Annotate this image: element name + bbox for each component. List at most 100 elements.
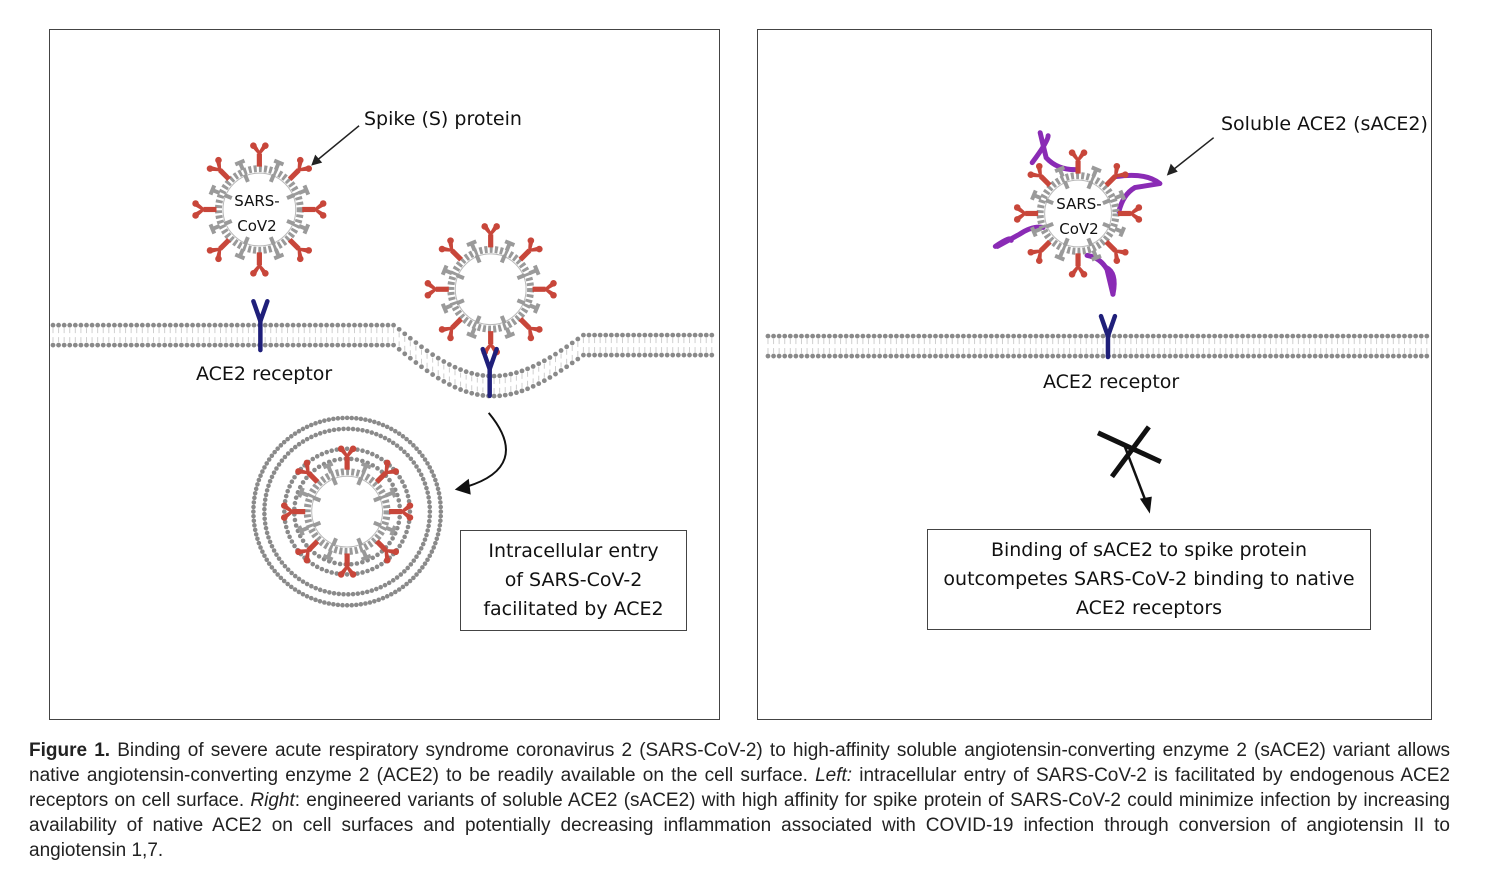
- vesicle-lipid: [331, 591, 337, 596]
- vesicle-lipid: [285, 567, 291, 572]
- left-panel: Spike (S) protein SARS- CoV2 ACE2 recept…: [49, 29, 720, 720]
- vesicle-lipid: [355, 591, 361, 596]
- vesicle-lipid: [266, 457, 272, 462]
- membrane-protein-inner: [1045, 221, 1054, 229]
- membrane-protein-cap: [360, 461, 372, 470]
- membrane-protein-inner: [373, 495, 382, 503]
- vesicle-lipid: [354, 561, 360, 566]
- ace2-receptor: [251, 298, 270, 353]
- spike-protein: [206, 237, 231, 263]
- vesicle-lipid: [358, 602, 364, 607]
- spike-protein: [1068, 149, 1088, 174]
- virus-label-line2: CoV2: [237, 217, 277, 235]
- vesicle-lipid: [407, 439, 413, 445]
- vesicle-lipid: [390, 578, 396, 583]
- vesicle-lipid: [370, 463, 376, 468]
- membrane-protein-cap: [273, 252, 285, 261]
- vesicle-lipid: [388, 426, 394, 432]
- vesicle-lipid: [300, 579, 306, 584]
- vesicle-lipid: [285, 529, 290, 535]
- vesicle-lipid: [288, 584, 294, 590]
- membrane-protein-cap: [532, 264, 541, 276]
- vesicle-lipid: [387, 477, 392, 483]
- vesicle-lipid: [420, 453, 425, 459]
- vesicle-lipid: [282, 509, 287, 514]
- vesicle-lipid: [429, 469, 435, 474]
- vesicle-lipid: [414, 464, 419, 469]
- membrane-protein-inner: [356, 537, 364, 547]
- vesicle-lipid: [282, 563, 288, 569]
- membrane-protein-cap: [1054, 253, 1066, 262]
- vesicle-lipid: [326, 601, 332, 606]
- vesicle-lipid: [380, 595, 386, 601]
- vesicle-lipid: [386, 580, 392, 586]
- membrane-protein-inner: [223, 193, 233, 200]
- vesicle-lipid: [255, 536, 260, 542]
- vesicle-lipid: [374, 564, 380, 570]
- vesicle-lipid: [317, 587, 323, 593]
- vesicle-lipid: [310, 561, 316, 567]
- vesicle-lipid: [411, 460, 417, 465]
- vesicle-lipid: [405, 565, 410, 571]
- internalized-virus: [281, 445, 414, 578]
- vesicle-lipid: [349, 415, 355, 421]
- vesicle-lipid: [276, 462, 282, 467]
- vesicle-lipid: [344, 446, 350, 452]
- vesicle-lipid: [304, 543, 309, 548]
- entry-info-box: Intracellular entry of SARS-CoV-2 facili…: [460, 530, 687, 631]
- vesicle-lipid: [384, 594, 390, 599]
- spike-protein: [374, 539, 400, 564]
- vesicle-lipid: [376, 597, 381, 603]
- vesicle-lipid: [314, 564, 320, 570]
- vesicle-lipid: [376, 421, 381, 426]
- vesicle-lipid: [269, 543, 275, 549]
- vesicle-lipid: [292, 444, 298, 450]
- membrane-protein-cap: [1090, 165, 1102, 174]
- binding-box-line2: outcompetes SARS-CoV-2 binding to native: [943, 568, 1355, 590]
- vesicle-lipid: [433, 540, 438, 546]
- membrane-protein-cap: [302, 223, 311, 235]
- soluble-ace2-label: Soluble ACE2 (sACE2): [1221, 113, 1428, 135]
- left-illustration: [50, 125, 715, 608]
- vesicle-lipid: [427, 553, 433, 559]
- vesicle-lipid: [264, 488, 270, 493]
- spike-protein: [388, 502, 414, 521]
- vesicle-lipid: [402, 484, 407, 489]
- endocytic-vesicle: [251, 415, 444, 608]
- vesicle-lipid: [417, 449, 422, 455]
- viral-envelope: [303, 468, 391, 555]
- spike-protein: [438, 237, 463, 262]
- vesicle-lipid: [310, 456, 316, 462]
- vesicle-lipid: [398, 572, 404, 577]
- soluble-ace2-arm: [1116, 181, 1163, 214]
- blocked-arrowhead: [1139, 496, 1152, 514]
- vesicle-lipid: [312, 467, 317, 473]
- viral-envelope-inner: [311, 475, 384, 548]
- vesicle-lipid: [400, 434, 406, 439]
- vesicle-lipid: [264, 530, 270, 536]
- membrane-protein-cap: [360, 553, 372, 562]
- virus-label-line2: CoV2: [1059, 220, 1099, 238]
- vesicle-lipid: [438, 509, 444, 514]
- membrane-protein-inner: [1086, 237, 1094, 247]
- vesicle-lipid: [360, 590, 365, 596]
- vesicle-lipid: [414, 554, 419, 559]
- membrane-protein-inner: [1102, 198, 1112, 206]
- spike-protein: [1027, 162, 1052, 188]
- vesicle-lipid: [427, 514, 433, 519]
- vesicle-lipid: [384, 424, 390, 430]
- vesicle-lipid: [374, 454, 380, 459]
- vesicle-lipid: [387, 540, 392, 546]
- vesicle-lipid: [425, 557, 430, 563]
- membrane-protein-cap: [302, 184, 311, 196]
- vesicle-lipid: [422, 561, 428, 566]
- vesicle-lipid: [300, 538, 306, 544]
- vesicle-lipid: [405, 452, 410, 458]
- viral-envelope-inner: [222, 172, 297, 247]
- viral-envelope-inner: [454, 253, 527, 326]
- membrane-protein-inner: [455, 298, 465, 306]
- vesicle-lipid: [382, 582, 388, 588]
- vesicle-lipid: [285, 581, 290, 587]
- membrane-protein-cap: [208, 184, 217, 196]
- vesicle-lipid: [408, 562, 414, 567]
